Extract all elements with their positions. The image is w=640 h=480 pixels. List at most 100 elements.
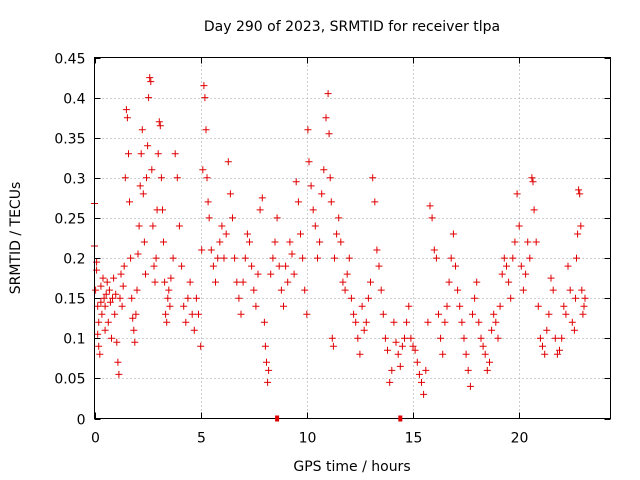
data-point (199, 166, 207, 174)
data-point (114, 358, 122, 366)
data-point (261, 342, 269, 350)
data-point (224, 158, 232, 166)
data-point (126, 198, 133, 206)
data-point (578, 286, 586, 294)
data-point (155, 118, 163, 126)
data-point (307, 182, 315, 190)
data-point (122, 106, 130, 114)
data-point (343, 270, 351, 278)
data-point (371, 198, 379, 206)
data-point (233, 278, 241, 286)
data-point (574, 230, 582, 238)
data-point (362, 318, 370, 326)
data-point (164, 294, 172, 302)
data-point (140, 238, 148, 246)
data-point (95, 342, 103, 350)
data-point (494, 334, 502, 342)
data-point (150, 262, 158, 270)
data-point (477, 334, 485, 342)
data-point (105, 286, 113, 294)
data-point (97, 298, 105, 306)
data-point (110, 274, 118, 282)
data-point (305, 158, 313, 166)
data-point (237, 310, 245, 318)
data-point (169, 254, 177, 262)
data-point (524, 238, 532, 246)
data-point (142, 270, 149, 278)
data-point (121, 174, 129, 182)
data-point (576, 190, 584, 198)
data-point (311, 222, 319, 230)
chart-title: Day 290 of 2023, SRMTID for receiver tlp… (204, 19, 500, 35)
data-point (347, 294, 355, 302)
data-point (226, 190, 234, 198)
data-point (152, 254, 160, 262)
plot-frame (94, 57, 611, 419)
y-tick-label: 0.05 (54, 372, 85, 388)
axis-marker (398, 415, 403, 422)
data-point (532, 238, 540, 246)
data-point (127, 254, 135, 262)
data-point (148, 166, 156, 174)
data-point (411, 346, 419, 354)
y-tick-label: 0.15 (54, 292, 85, 308)
ticks: 0 0.05 0.1 0.15 0.2 0.25 0.3 0.35 0.4 0.45 0 5 10 15 2… (54, 52, 611, 447)
data-point (549, 286, 557, 294)
data-point (534, 302, 542, 310)
data-point (441, 318, 449, 326)
data-point (536, 334, 544, 342)
data-point (562, 310, 570, 318)
data-point (483, 366, 491, 374)
data-point (519, 286, 527, 294)
data-point (267, 270, 275, 278)
data-point (111, 310, 119, 318)
data-point (345, 254, 353, 262)
data-point (271, 238, 279, 246)
y-tick-label: 0.45 (54, 52, 85, 68)
data-point (246, 238, 253, 246)
data-point (530, 206, 538, 214)
data-point (507, 294, 515, 302)
data-point (335, 214, 343, 222)
data-point (197, 342, 205, 350)
data-point (175, 222, 183, 230)
data-point (381, 334, 389, 342)
data-point (162, 310, 170, 318)
x-tick-label: 0 (91, 431, 100, 447)
data-point (207, 246, 215, 254)
data-point (331, 254, 338, 262)
data-point (473, 278, 481, 286)
data-point (320, 166, 328, 174)
data-point (106, 298, 114, 306)
data-point (558, 334, 566, 342)
data-point (200, 82, 208, 90)
data-point (299, 254, 307, 262)
data-point (214, 254, 222, 262)
data-point (178, 262, 186, 270)
data-point (112, 290, 120, 298)
data-point (102, 290, 110, 298)
data-point (161, 278, 169, 286)
data-point (119, 282, 127, 290)
data-point (229, 214, 236, 222)
data-point (360, 326, 368, 334)
data-point (394, 350, 402, 358)
data-point (309, 206, 317, 214)
data-point (409, 342, 417, 350)
data-point (290, 270, 298, 278)
data-point (95, 318, 103, 326)
data-point (99, 274, 107, 282)
data-point (216, 238, 224, 246)
data-point (500, 254, 508, 262)
data-point (498, 270, 506, 278)
x-axis-label: GPS time / hours (293, 459, 410, 475)
data-point (149, 222, 157, 230)
data-point (326, 174, 334, 182)
data-point (139, 190, 147, 198)
data-point (452, 262, 459, 270)
data-point (167, 274, 175, 282)
data-point (165, 286, 173, 294)
y-tick-label: 0.35 (54, 132, 85, 148)
